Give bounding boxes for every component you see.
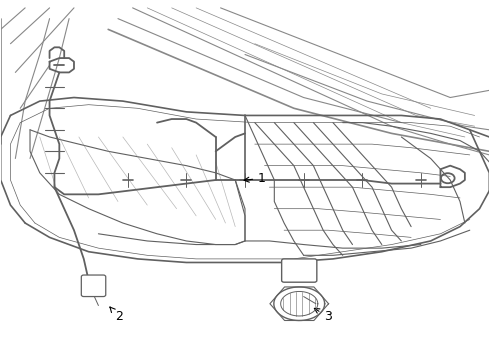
FancyBboxPatch shape bbox=[282, 259, 317, 282]
Text: 2: 2 bbox=[110, 307, 123, 324]
Text: 1: 1 bbox=[244, 172, 266, 185]
FancyBboxPatch shape bbox=[81, 275, 106, 297]
Text: 3: 3 bbox=[315, 309, 332, 324]
